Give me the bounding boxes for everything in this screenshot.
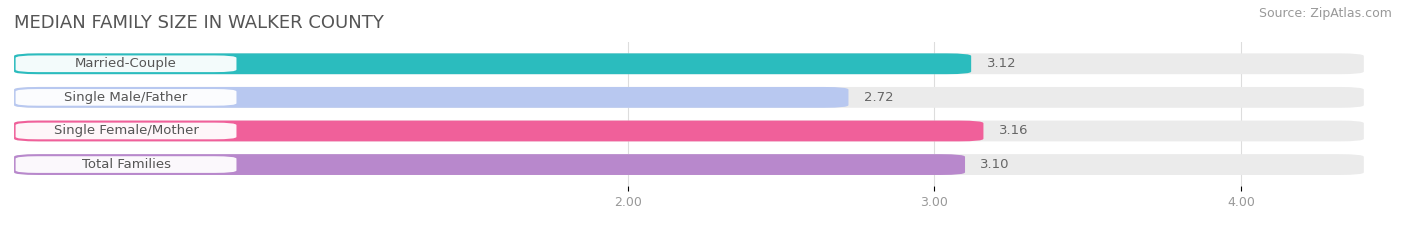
FancyBboxPatch shape [14,87,1364,108]
FancyBboxPatch shape [15,89,236,106]
FancyBboxPatch shape [14,53,1364,74]
FancyBboxPatch shape [14,53,972,74]
Text: 2.72: 2.72 [863,91,893,104]
FancyBboxPatch shape [15,55,236,72]
Text: Married-Couple: Married-Couple [75,57,177,70]
Text: 3.16: 3.16 [998,124,1028,137]
FancyBboxPatch shape [14,154,1364,175]
FancyBboxPatch shape [14,154,965,175]
FancyBboxPatch shape [14,120,983,141]
Text: 3.10: 3.10 [980,158,1010,171]
Text: Single Male/Father: Single Male/Father [65,91,187,104]
FancyBboxPatch shape [15,123,236,139]
FancyBboxPatch shape [14,120,1364,141]
Text: 3.12: 3.12 [987,57,1017,70]
FancyBboxPatch shape [14,87,848,108]
FancyBboxPatch shape [15,156,236,173]
Text: MEDIAN FAMILY SIZE IN WALKER COUNTY: MEDIAN FAMILY SIZE IN WALKER COUNTY [14,14,384,32]
Text: Single Female/Mother: Single Female/Mother [53,124,198,137]
Text: Source: ZipAtlas.com: Source: ZipAtlas.com [1258,7,1392,20]
Text: Total Families: Total Families [82,158,170,171]
